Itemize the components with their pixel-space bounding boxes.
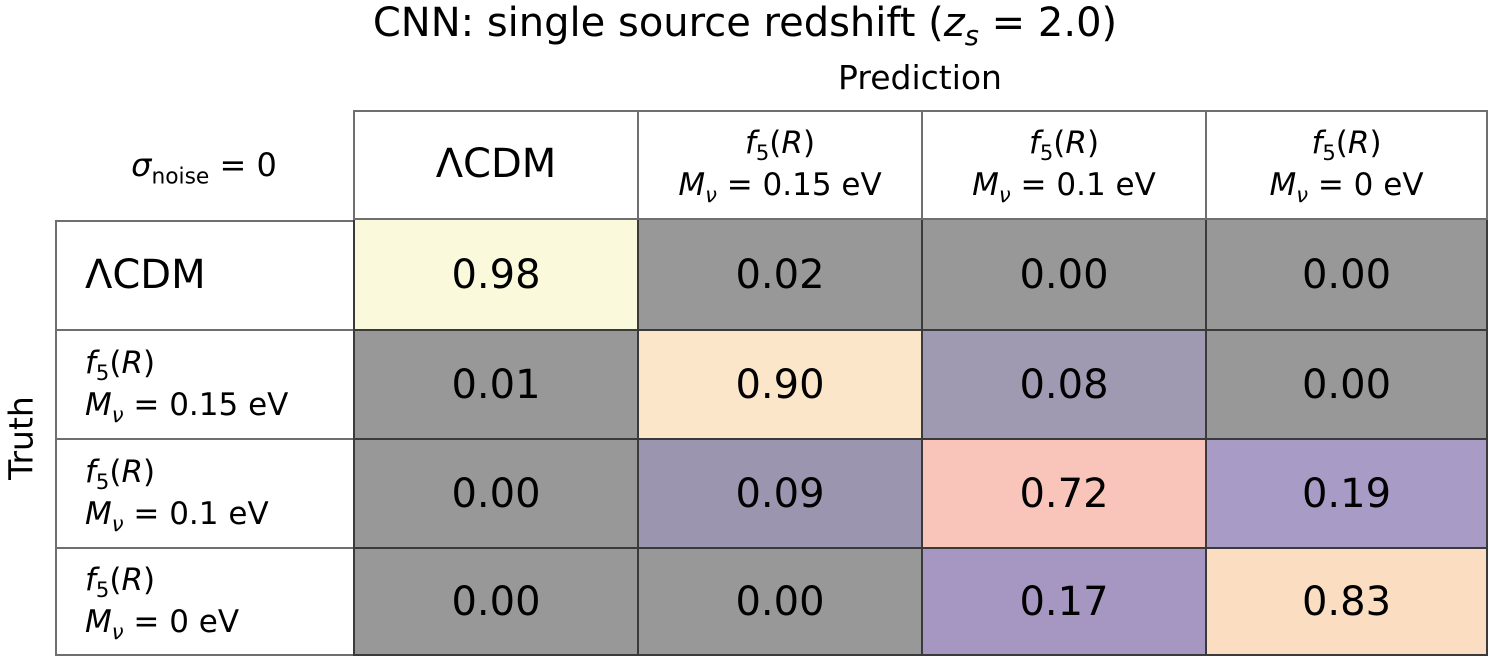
cell-value: 0.01 xyxy=(451,361,541,408)
cell-value: 0.09 xyxy=(735,470,825,517)
row-label-f5r-mnu-0ev: f5(R) Mν = 0 eV xyxy=(55,547,353,656)
cell-value: 0.90 xyxy=(735,361,825,408)
cell-value: 0.00 xyxy=(1301,251,1392,298)
cell-value: 0.83 xyxy=(1301,578,1392,625)
cell-r2-c1: 0.09 xyxy=(637,438,921,547)
cell-r1-c1: 0.90 xyxy=(637,329,921,438)
cell-value: 0.02 xyxy=(735,251,825,298)
row-label-lines: f5(R) Mν = 0 eV xyxy=(85,560,239,643)
row-label-model-name: ΛCDM xyxy=(85,251,206,298)
truth-axis-label: Truth xyxy=(1,396,41,480)
cell-r0-c0: 0.98 xyxy=(353,220,637,329)
cell-r1-c3: 0.00 xyxy=(1205,329,1488,438)
row-label-line-mass: Mν = 0 eV xyxy=(85,603,240,644)
cell-r2-c2: 0.72 xyxy=(921,438,1205,547)
row-label-line-model: f5(R) xyxy=(85,453,156,495)
cell-r0-c1: 0.02 xyxy=(637,220,921,329)
col-header-lcdm: ΛCDM xyxy=(353,110,637,220)
row-label-line-mass: Mν = 0.15 eV xyxy=(85,386,289,427)
prediction-axis-label: Prediction xyxy=(838,58,1002,97)
header-model-name: ΛCDM xyxy=(435,141,557,188)
header-line-mass: Mν = 0 eV xyxy=(1269,167,1424,208)
cell-r0-c3: 0.00 xyxy=(1205,220,1488,329)
cell-value: 0.00 xyxy=(1301,361,1392,408)
header-line-mass: Mν = 0.15 eV xyxy=(678,167,882,208)
col-header-f5r-mnu-0p15ev: f5(R) Mν = 0.15 eV xyxy=(637,110,921,220)
header-line-model: f5(R) xyxy=(1028,125,1100,166)
cell-r2-c0: 0.00 xyxy=(353,438,637,547)
header-line-model: f5(R) xyxy=(744,125,816,166)
corner-cell-noise-level: σnoise = 0 xyxy=(55,110,353,220)
cell-r0-c2: 0.00 xyxy=(921,220,1205,329)
cell-value: 0.98 xyxy=(451,251,541,298)
row-label-lcdm: ΛCDM xyxy=(55,220,353,329)
col-header-f5r-mnu-0ev: f5(R) Mν = 0 eV xyxy=(1205,110,1488,220)
cell-value: 0.00 xyxy=(1019,251,1109,298)
col-header-f5r-mnu-0p1ev: f5(R) Mν = 0.1 eV xyxy=(921,110,1205,220)
header-line-model: f5(R) xyxy=(1311,125,1382,166)
row-label-lines: f5(R) Mν = 0.15 eV xyxy=(85,343,288,426)
cell-r3-c0: 0.00 xyxy=(353,547,637,656)
cell-value: 0.08 xyxy=(1019,361,1109,408)
noise-level-label: σnoise = 0 xyxy=(131,146,277,190)
cell-r1-c2: 0.08 xyxy=(921,329,1205,438)
header-line-mass: Mν = 0.1 eV xyxy=(972,167,1156,208)
cell-r3-c1: 0.00 xyxy=(637,547,921,656)
cell-value: 0.00 xyxy=(451,578,541,625)
row-label-line-model: f5(R) xyxy=(85,561,156,603)
cell-r3-c2: 0.17 xyxy=(921,547,1205,656)
row-label-f5r-mnu-0p15ev: f5(R) Mν = 0.15 eV xyxy=(55,329,353,438)
cell-value: 0.00 xyxy=(451,470,541,517)
cell-value: 0.17 xyxy=(1019,578,1109,625)
cell-r1-c0: 0.01 xyxy=(353,329,637,438)
row-label-lines: f5(R) Mν = 0.1 eV xyxy=(85,452,269,535)
cell-value: 0.72 xyxy=(1019,470,1109,517)
figure-title: CNN: single source redshift (zs = 2.0) xyxy=(372,0,1118,52)
cell-value: 0.19 xyxy=(1301,470,1392,517)
cell-r2-c3: 0.19 xyxy=(1205,438,1488,547)
row-label-f5r-mnu-0p1ev: f5(R) Mν = 0.1 eV xyxy=(55,438,353,547)
cell-value: 0.00 xyxy=(735,578,825,625)
row-label-line-model: f5(R) xyxy=(85,344,156,386)
row-label-line-mass: Mν = 0.1 eV xyxy=(85,495,269,536)
cell-r3-c3: 0.83 xyxy=(1205,547,1488,656)
confusion-matrix-table: σnoise = 0 ΛCDM f5(R) Mν = 0.15 eV f5(R)… xyxy=(55,110,1488,656)
